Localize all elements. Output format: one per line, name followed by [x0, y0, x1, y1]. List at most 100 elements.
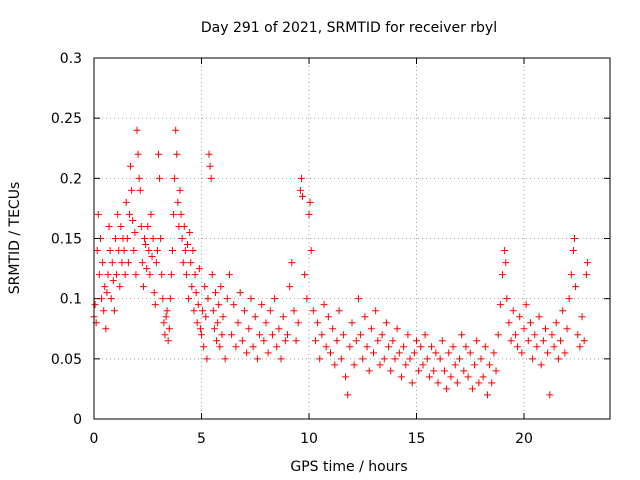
- data-point: [117, 222, 125, 230]
- data-point: [236, 289, 244, 297]
- data-point: [385, 343, 393, 351]
- data-point: [131, 228, 139, 236]
- data-point: [499, 271, 506, 279]
- data-point: [171, 174, 179, 182]
- data-point: [253, 355, 261, 363]
- data-point: [402, 361, 410, 369]
- data-point: [192, 289, 200, 297]
- data-point: [106, 247, 114, 255]
- data-point: [559, 307, 567, 315]
- data-point: [260, 337, 268, 345]
- data-point: [177, 210, 185, 218]
- data-point: [522, 301, 530, 309]
- data-point: [99, 259, 107, 267]
- data-point: [214, 319, 222, 327]
- data-point: [170, 210, 178, 218]
- data-point: [277, 355, 285, 363]
- data-point: [138, 259, 146, 267]
- data-point: [387, 367, 395, 375]
- data-point: [548, 331, 556, 339]
- data-point: [557, 337, 565, 345]
- data-point: [574, 331, 582, 339]
- data-point: [164, 337, 172, 345]
- data-point: [143, 265, 151, 273]
- data-point: [445, 349, 453, 357]
- data-point: [492, 367, 500, 375]
- data-point: [207, 174, 215, 182]
- data-point: [333, 337, 341, 345]
- data-point: [284, 331, 291, 339]
- data-point: [147, 210, 155, 218]
- data-point: [113, 271, 121, 279]
- data-point: [234, 319, 242, 327]
- data-point: [290, 307, 298, 315]
- data-point: [184, 241, 192, 249]
- data-point: [204, 295, 212, 303]
- data-point: [389, 337, 397, 345]
- data-point: [462, 343, 470, 351]
- y-tick-label: 0.1: [60, 292, 82, 308]
- data-point: [339, 331, 347, 339]
- data-point: [354, 295, 362, 303]
- data-point: [279, 313, 287, 321]
- data-point: [370, 349, 377, 357]
- x-tick-label: 10: [300, 431, 318, 447]
- data-point: [391, 355, 399, 363]
- data-point: [529, 355, 537, 363]
- y-tick-label: 0.2: [60, 171, 82, 187]
- data-point: [567, 271, 575, 279]
- data-point: [179, 259, 187, 267]
- axis-ticks: [93, 57, 610, 420]
- data-point: [286, 283, 294, 291]
- data-point: [132, 271, 140, 279]
- data-point: [191, 271, 199, 279]
- data-point: [413, 337, 420, 345]
- data-point: [511, 331, 519, 339]
- data-point: [374, 337, 382, 345]
- data-point: [180, 222, 188, 230]
- data-point: [228, 331, 236, 339]
- data-point: [423, 355, 431, 363]
- data-point: [146, 271, 154, 279]
- data-point: [215, 301, 223, 309]
- data-point: [128, 186, 136, 194]
- y-tick-label: 0.05: [51, 352, 82, 368]
- data-point: [103, 289, 111, 297]
- data-point: [576, 343, 584, 351]
- data-point: [432, 349, 440, 357]
- data-point: [552, 319, 560, 327]
- data-point: [262, 319, 270, 327]
- data-point: [149, 235, 157, 242]
- data-point: [165, 325, 173, 333]
- data-point: [410, 349, 418, 357]
- data-point: [238, 337, 246, 345]
- data-point: [161, 331, 169, 339]
- data-point: [507, 337, 515, 345]
- data-point: [303, 295, 311, 303]
- data-point: [318, 331, 326, 339]
- data-point: [311, 337, 319, 345]
- data-point: [114, 210, 122, 218]
- data-point: [372, 307, 380, 315]
- data-point: [531, 331, 539, 339]
- data-point: [134, 150, 142, 158]
- data-point: [163, 307, 171, 315]
- data-point: [157, 235, 165, 242]
- data-point: [400, 343, 408, 351]
- data-point: [438, 337, 446, 345]
- data-point: [104, 271, 112, 279]
- y-tick-labels: 0 0.05 0.1 0.15 0.2 0.25 0.3: [51, 51, 82, 428]
- data-point: [121, 271, 129, 279]
- data-point: [481, 343, 489, 351]
- data-point: [516, 313, 524, 321]
- x-tick-label: 20: [515, 431, 533, 447]
- y-tick-label: 0.15: [51, 232, 82, 248]
- data-point: [159, 295, 167, 303]
- data-point: [110, 307, 118, 315]
- data-point: [322, 343, 330, 351]
- data-point: [306, 198, 314, 206]
- data-point: [196, 325, 204, 333]
- data-point: [145, 247, 153, 255]
- data-point: [93, 247, 101, 255]
